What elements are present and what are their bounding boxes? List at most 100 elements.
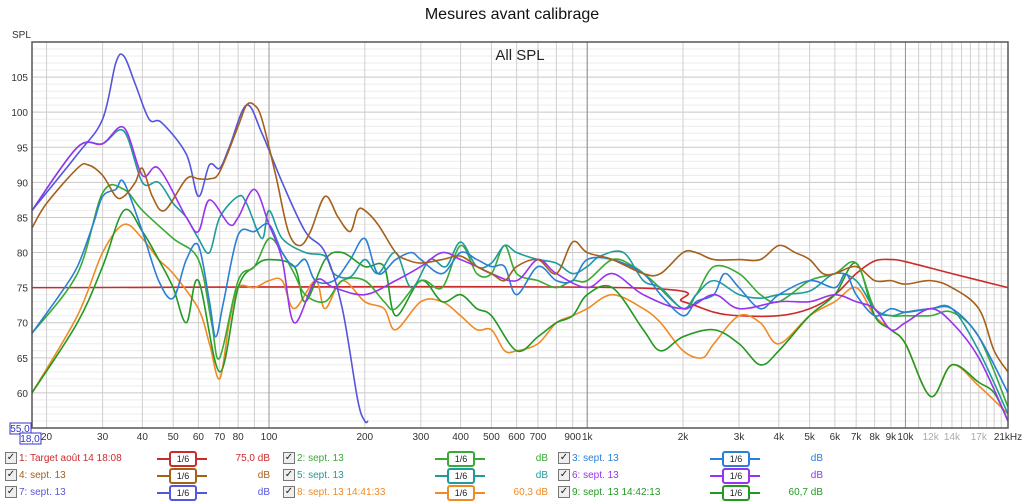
y-tick-label: 95 <box>17 143 29 154</box>
smoothing-label: 1/6 <box>447 451 475 467</box>
legend-value: dB <box>810 469 823 481</box>
x-tick-label: 100 <box>261 432 278 443</box>
smoothing-button[interactable]: 1/6 <box>435 451 485 467</box>
legend-label[interactable]: 6: sept. 13 <box>572 469 619 481</box>
x-tick-label: 200 <box>356 432 373 443</box>
legend-item: ✓ 4: sept. 13 1/6 dB <box>5 467 270 484</box>
legend-value: 75,0 dB <box>235 452 270 464</box>
series-checkbox[interactable]: ✓ <box>558 486 570 498</box>
x-tick-label: 4k <box>774 432 786 443</box>
legend-label[interactable]: 3: sept. 13 <box>572 452 619 464</box>
series-checkbox[interactable]: ✓ <box>558 452 570 464</box>
smoothing-button[interactable]: 1/6 <box>157 468 207 484</box>
series-lines <box>31 53 1009 424</box>
legend-value: dB <box>810 452 823 464</box>
chart-title: Mesures avant calibrage <box>424 6 600 23</box>
series-checkbox[interactable]: ✓ <box>5 469 17 481</box>
x-tick-label: 21kHz <box>994 432 1022 443</box>
x-tick-label: 9k <box>886 432 898 443</box>
x-tick-label: 3k <box>734 432 746 443</box>
legend-label[interactable]: 1: Target août 14 18:08 <box>19 452 122 464</box>
x-tick-label: 70 <box>214 432 226 443</box>
y-tick-label: 75 <box>17 284 29 295</box>
x-tick-label: 20 <box>41 432 53 443</box>
x-tick-label: 1k <box>582 432 594 443</box>
legend-value: dB <box>257 486 270 498</box>
y-tick-label: 105 <box>11 73 28 84</box>
grid <box>32 41 1009 429</box>
legend-value: dB <box>535 452 548 464</box>
legend-value: dB <box>257 469 270 481</box>
smoothing-button[interactable]: 1/6 <box>710 485 760 501</box>
smoothing-label: 1/6 <box>722 468 750 484</box>
series-checkbox[interactable]: ✓ <box>558 469 570 481</box>
x-tick-label: 7k <box>851 432 863 443</box>
y-axis-label: SPL <box>12 30 31 41</box>
legend-item: ✓ 8: sept. 13 14:41:33 1/6 60,3 dB <box>283 484 548 501</box>
smoothing-button[interactable]: 1/6 <box>710 451 760 467</box>
y-tick-label: 90 <box>17 178 29 189</box>
legend-label[interactable]: 4: sept. 13 <box>19 469 66 481</box>
y-tick-label: 80 <box>17 249 29 260</box>
legend-item: ✓ 6: sept. 13 1/6 dB <box>558 467 823 484</box>
y-start-label: 55,0 <box>10 424 30 435</box>
x-tick-label: 60 <box>193 432 205 443</box>
x-tick-label: 400 <box>452 432 469 443</box>
legend-label[interactable]: 5: sept. 13 <box>297 469 344 481</box>
smoothing-label: 1/6 <box>447 485 475 501</box>
y-tick-label: 100 <box>11 108 28 119</box>
smoothing-label: 1/6 <box>447 468 475 484</box>
axes: 60 65 70 75 80 85 90 95 100 105 20 30 40 50 60 70 80 100 2… <box>9 41 1022 445</box>
y-tick-label: 85 <box>17 213 29 224</box>
series-checkbox[interactable]: ✓ <box>5 486 17 498</box>
x-start-box <box>19 432 42 445</box>
series-checkbox[interactable]: ✓ <box>5 452 17 464</box>
y-tick-label: 60 <box>17 389 29 400</box>
chart-subtitle: All SPL <box>495 47 544 64</box>
smoothing-label: 1/6 <box>722 451 750 467</box>
series-checkbox[interactable]: ✓ <box>283 469 295 481</box>
legend-item: ✓ 2: sept. 13 1/6 dB <box>283 450 548 467</box>
x-tick-label: 300 <box>412 432 429 443</box>
smoothing-label: 1/6 <box>169 485 197 501</box>
smoothing-label: 1/6 <box>169 468 197 484</box>
plot-area <box>32 42 1008 428</box>
frequency-response-chart: All SPL SPL 60 65 70 75 80 85 90 95 100 105 20 30 40… <box>9 30 1022 445</box>
series-line-7 <box>31 53 369 424</box>
x-tick-label: 8k <box>869 432 881 443</box>
legend-label[interactable]: 2: sept. 13 <box>297 452 344 464</box>
x-tick-label: 12k <box>923 432 940 443</box>
x-tick-label: 40 <box>137 432 149 443</box>
legend-item: ✓ 5: sept. 13 1/6 dB <box>283 467 548 484</box>
x-tick-label: 10k <box>897 432 914 443</box>
x-tick-label: 700 <box>530 432 547 443</box>
x-tick-label: 14k <box>944 432 961 443</box>
smoothing-button[interactable]: 1/6 <box>435 485 485 501</box>
x-tick-label: 17k <box>971 432 988 443</box>
x-tick-label: 500 <box>483 432 500 443</box>
legend-item: ✓ 1: Target août 14 18:08 1/6 75,0 dB <box>5 450 270 467</box>
legend-item: ✓ 3: sept. 13 1/6 dB <box>558 450 823 467</box>
series-line-3 <box>31 179 1009 394</box>
legend-item: ✓ 9: sept. 13 14:42:13 1/6 60,7 dB <box>558 484 823 501</box>
smoothing-label: 1/6 <box>722 485 750 501</box>
series-checkbox[interactable]: ✓ <box>283 486 295 498</box>
smoothing-button[interactable]: 1/6 <box>157 485 207 501</box>
plot-frame <box>31 41 1009 429</box>
smoothing-button[interactable]: 1/6 <box>157 451 207 467</box>
x-tick-label: 600 <box>508 432 525 443</box>
smoothing-button[interactable]: 1/6 <box>435 468 485 484</box>
x-tick-label: 2k <box>678 432 690 443</box>
series-line-1 <box>31 258 1009 318</box>
series-line-4 <box>31 102 1009 373</box>
legend-label[interactable]: 7: sept. 13 <box>19 486 66 498</box>
smoothing-button[interactable]: 1/6 <box>710 468 760 484</box>
legend-value: 60,7 dB <box>788 486 823 498</box>
series-line-8 <box>31 223 1009 415</box>
y-tick-label: 70 <box>17 319 29 330</box>
series-checkbox[interactable]: ✓ <box>283 452 295 464</box>
legend-value: 60,3 dB <box>513 486 548 498</box>
legend-label[interactable]: 8: sept. 13 14:41:33 <box>297 486 386 498</box>
legend-label[interactable]: 9: sept. 13 14:42:13 <box>572 486 661 498</box>
x-tick-label: 6k <box>830 432 842 443</box>
